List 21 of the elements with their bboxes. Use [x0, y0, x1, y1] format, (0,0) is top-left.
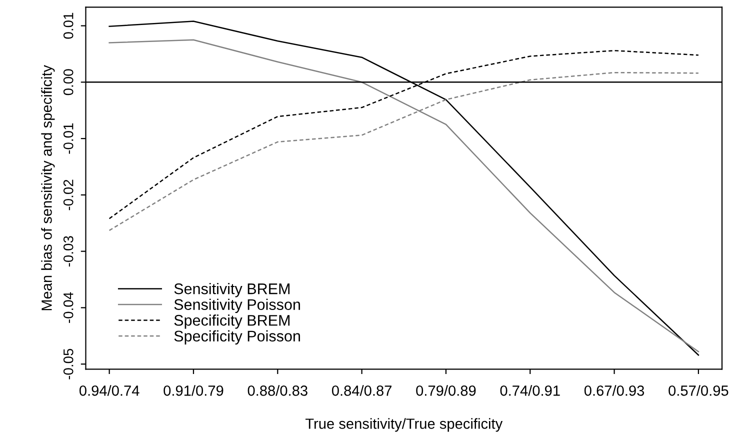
- legend-label: Sensitivity Poisson: [174, 298, 300, 314]
- y-axis-title: Mean bias of sensitivity and specificity: [41, 64, 55, 310]
- y-tick-label: -0.03: [63, 236, 74, 267]
- y-tick-label: -0.01: [63, 123, 74, 154]
- x-axis-title: True sensitivity/True specificity: [305, 418, 503, 432]
- y-tick-label: 0.01: [63, 12, 74, 39]
- y-tick-label: -0.02: [63, 180, 74, 210]
- x-tick-label: 0.67/0.93: [584, 385, 644, 396]
- x-tick-label: 0.57/0.95: [668, 385, 728, 396]
- x-tick-label: 0.74/0.91: [500, 385, 560, 396]
- x-tick-label: 0.79/0.89: [416, 385, 476, 396]
- legend-label: Specificity Poisson: [174, 330, 300, 345]
- legend-label: Specificity BREM: [174, 314, 290, 329]
- y-tick-label: 0.00: [63, 69, 74, 96]
- x-tick-label: 0.84/0.87: [332, 385, 392, 396]
- legend-label: Sensitivity BREM: [174, 282, 290, 298]
- y-tick-label: -0.05: [63, 348, 74, 380]
- y-tick-label: -0.04: [63, 292, 74, 323]
- x-tick-label: 0.91/0.79: [164, 385, 224, 396]
- x-tick-label: 0.94/0.74: [79, 385, 140, 396]
- x-tick-label: 0.88/0.83: [248, 385, 308, 396]
